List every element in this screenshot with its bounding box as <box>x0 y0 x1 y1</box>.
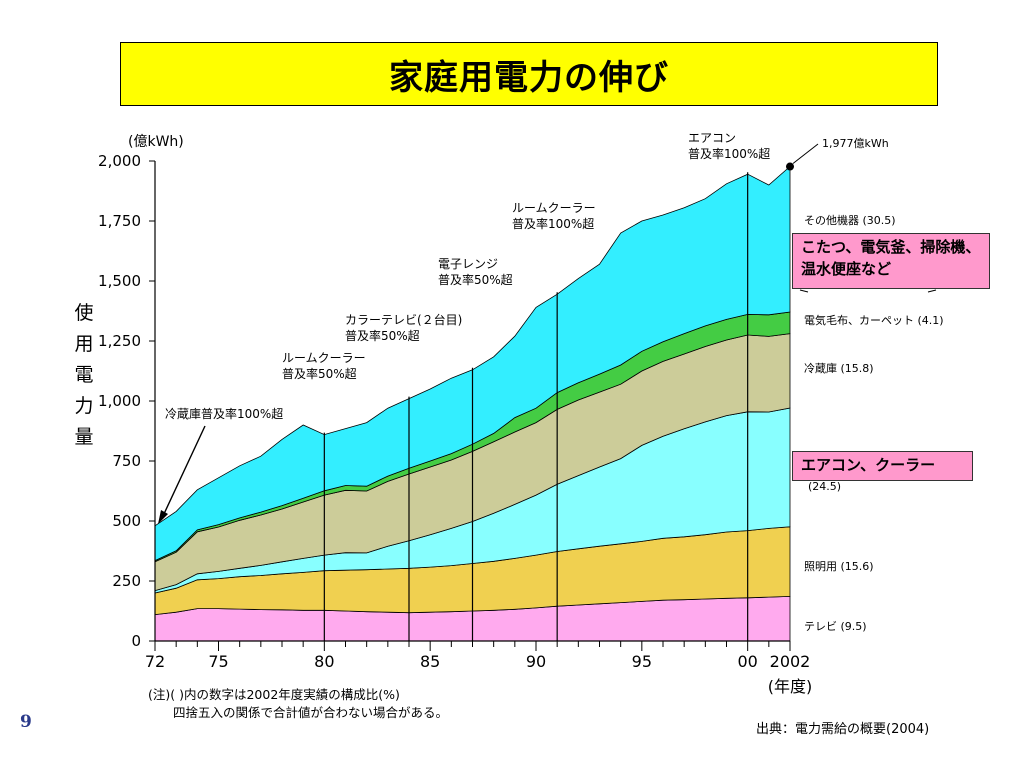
y-tick-label: 0 <box>131 632 141 650</box>
y-tick-label: 1,250 <box>98 332 141 350</box>
y-tick-label: 250 <box>112 572 141 590</box>
slide-number: 9 <box>20 712 32 732</box>
x-tick-label: 95 <box>632 652 652 671</box>
y-tick-label: 500 <box>112 512 141 530</box>
x-tick-label: 72 <box>145 652 165 671</box>
x-tick-label: 80 <box>314 652 334 671</box>
annotation-text-4: 普及率100%超 <box>512 216 594 231</box>
annotation-text-0: 冷蔵庫普及率100%超 <box>165 406 283 421</box>
series-label: テレビ (9.5) <box>804 620 867 633</box>
series-label: 照明用 (15.6) <box>804 560 874 573</box>
annotation-text-4: ルームクーラー <box>512 201 596 215</box>
series-label: 冷蔵庫 (15.8) <box>804 361 874 375</box>
annotation-text-3: 普及率50%超 <box>438 272 513 287</box>
series-label: 電気毛布、カーペット (4.1) <box>804 313 944 327</box>
x-tick-label: 85 <box>420 652 440 671</box>
y-tick-label: 1,750 <box>98 212 141 230</box>
annotation-text-3: 電子レンジ <box>438 257 498 271</box>
series-share-label: (24.5) <box>808 480 841 493</box>
annotation-text-5: エアコン <box>688 131 736 145</box>
annotation-text-1: 普及率50%超 <box>282 366 357 381</box>
annotation-arrow-head <box>158 510 168 524</box>
footnote: (注)( )内の数字は2002年度実績の構成比(%) 四捨五入の関係で合計値が合… <box>148 687 449 720</box>
callout-bracket <box>799 289 937 293</box>
y-tick-label: 1,000 <box>98 392 141 410</box>
y-axis-label: 使用電力量 <box>74 302 94 448</box>
x-tick-label: 75 <box>208 652 228 671</box>
callout-air-conditioner: エアコン、クーラー <box>792 451 973 481</box>
annotation-text-5: 普及率100%超 <box>688 146 770 161</box>
y-tick-label: 750 <box>112 452 141 470</box>
callout-heater-appliances: こたつ、電気釜、掃除機、温水便座など <box>792 233 990 289</box>
y-tick-label: 2,000 <box>98 152 141 170</box>
slide-title: 家庭用電力の伸び <box>389 57 669 98</box>
x-tick-label: 00 <box>737 652 757 671</box>
source-citation: 出典：電力需給の概要(2004) <box>756 722 930 737</box>
annotation-text-2: カラーテレビ(２台目) <box>345 312 462 327</box>
y-tick-label: 1,500 <box>98 272 141 290</box>
x-tick-label: 2002 <box>770 652 811 671</box>
total-marker <box>786 162 794 171</box>
total-leader-line <box>792 143 819 164</box>
annotation-text-1: ルームクーラー <box>282 351 366 365</box>
x-tick-label: 90 <box>526 652 546 671</box>
x-axis-label: (年度) <box>768 677 813 696</box>
area-series-5 <box>154 165 791 562</box>
annotation-arrow-line <box>162 425 206 517</box>
total-label: 1,977億kWh <box>822 137 889 150</box>
unit-label: (億kWh) <box>128 134 184 150</box>
series-label: その他機器 (30.5) <box>804 213 896 227</box>
slide-title-box: 家庭用電力の伸び <box>120 42 938 106</box>
annotation-text-2: 普及率50%超 <box>345 328 420 343</box>
